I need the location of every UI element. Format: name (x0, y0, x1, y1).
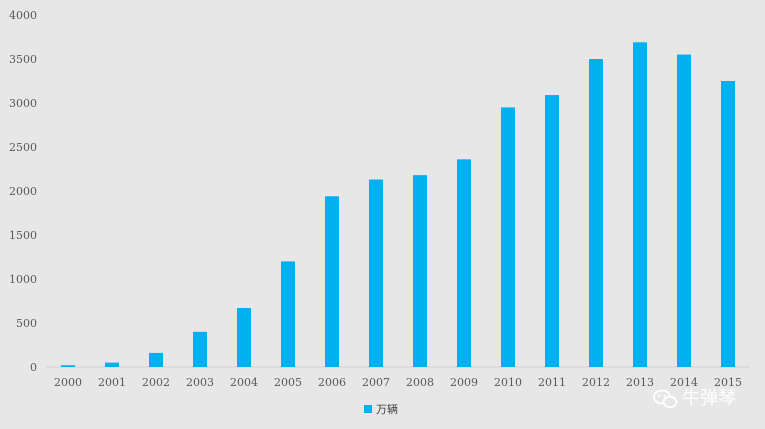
x-tick-label: 2000 (54, 376, 82, 389)
y-tick-label: 0 (30, 361, 37, 374)
y-tick-label: 3500 (9, 53, 37, 66)
wechat-icon (653, 389, 678, 409)
x-tick-label: 2011 (538, 376, 566, 389)
x-tick-label: 2007 (362, 376, 390, 389)
y-tick-label: 2500 (9, 141, 37, 154)
x-tick-label: 2005 (274, 376, 302, 389)
x-axis: 2000 2001 2002 2003 2004 2005 2006 2007 2008 2009… (54, 376, 742, 389)
x-tick-label: 2009 (450, 376, 478, 389)
y-tick-label: 3000 (9, 97, 37, 110)
x-tick-label: 2012 (582, 376, 610, 389)
watermark-text: 牛弹琴 (682, 388, 736, 409)
bar (193, 331, 207, 367)
x-tick-label: 2004 (230, 376, 258, 389)
x-tick-label: 2002 (142, 376, 170, 389)
x-tick-label: 2014 (670, 376, 698, 389)
x-tick-label: 2006 (318, 376, 346, 389)
y-tick-label: 4000 (9, 9, 37, 22)
bar (501, 107, 515, 368)
x-tick-label: 2003 (186, 376, 214, 389)
bar (457, 159, 471, 367)
x-tick-label: 2010 (494, 376, 522, 389)
x-tick-label: 2015 (714, 376, 742, 389)
legend: 万辆 (364, 402, 398, 416)
watermark: 牛弹琴 (653, 388, 736, 409)
legend-label: 万辆 (376, 402, 398, 416)
bar (633, 42, 647, 367)
y-tick-label: 2000 (9, 185, 37, 198)
bar-series (61, 42, 735, 368)
bar (149, 352, 163, 367)
bar (369, 179, 383, 367)
bar (237, 308, 251, 367)
x-tick-label: 2013 (626, 376, 654, 389)
y-axis: 0 500 1000 1500 2000 2500 3000 3500 4000 (9, 9, 37, 374)
legend-swatch (364, 405, 372, 413)
y-tick-label: 1000 (9, 273, 37, 286)
bar (105, 362, 119, 367)
bar (677, 54, 691, 367)
bar (413, 175, 427, 367)
bar (281, 261, 295, 367)
bar (721, 81, 735, 367)
x-tick-label: 2008 (406, 376, 434, 389)
y-tick-label: 1500 (9, 229, 37, 242)
bar (325, 196, 339, 367)
bar (545, 95, 559, 367)
bar (61, 365, 75, 367)
y-tick-label: 500 (16, 317, 37, 330)
x-tick-label: 2001 (98, 376, 126, 389)
bar (589, 59, 603, 367)
